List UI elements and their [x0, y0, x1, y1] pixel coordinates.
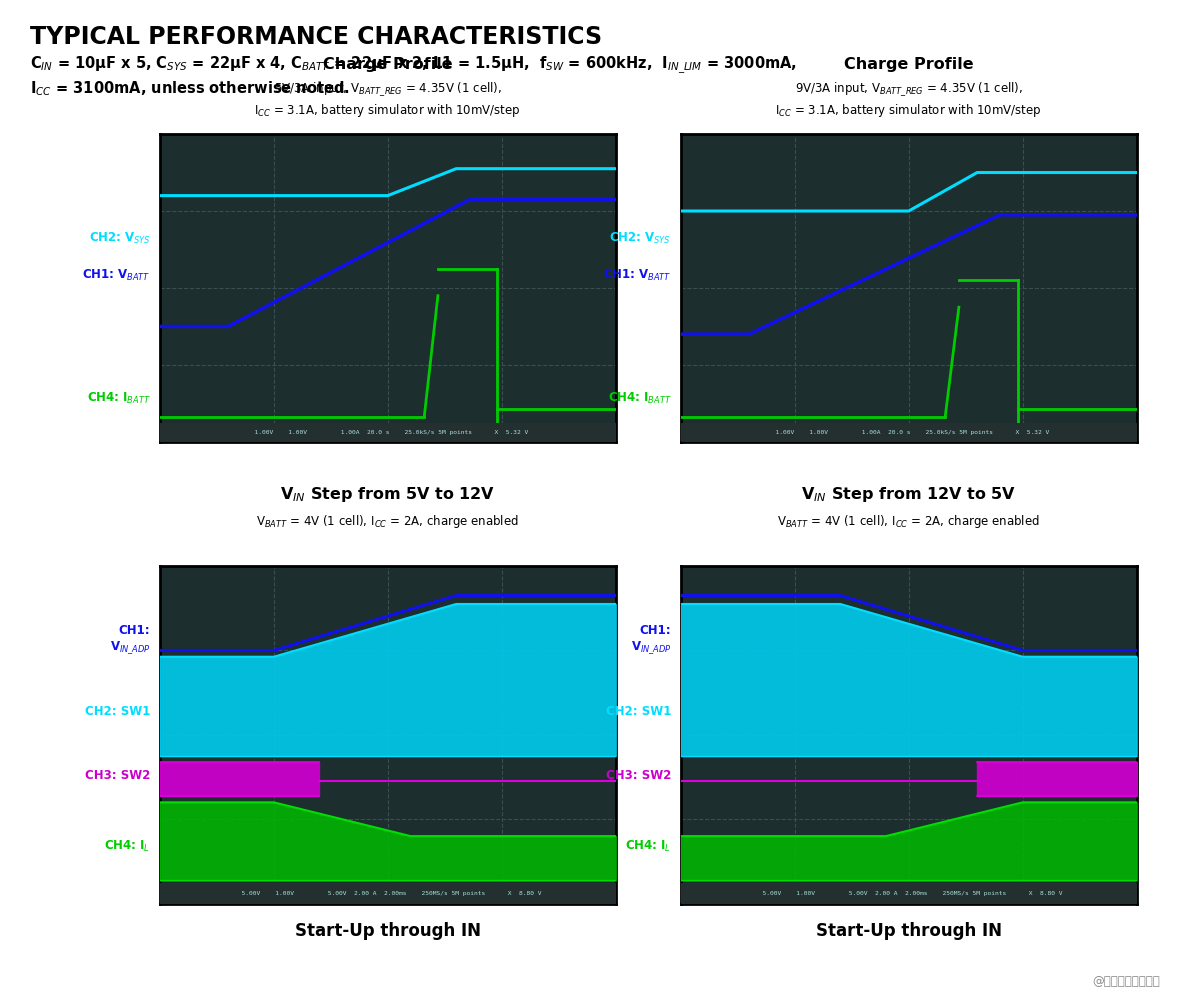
Text: CH2: V$_{SYS}$: CH2: V$_{SYS}$ — [610, 231, 671, 246]
Text: 1.00V    1.00V         1.00A  20.0 s    25.0kS/s 5M points      X  5.32 V: 1.00V 1.00V 1.00A 20.0 s 25.0kS/s 5M poi… — [247, 430, 528, 435]
Text: I$_{CC}$ = 3100mA, unless otherwise noted.: I$_{CC}$ = 3100mA, unless otherwise note… — [30, 79, 349, 98]
Text: 5.00V    1.00V         5.00V  2.00 A  2.00ms    250MS/s 5M points      X  8.80 V: 5.00V 1.00V 5.00V 2.00 A 2.00ms 250MS/s … — [755, 891, 1062, 896]
Text: V$_{IN}$ Step from 12V to 5V: V$_{IN}$ Step from 12V to 5V — [802, 486, 1016, 504]
Text: Charge Profile: Charge Profile — [844, 58, 973, 72]
Text: V$_{BATT}$ = 4V (1 cell), I$_{CC}$ = 2A, charge enabled: V$_{BATT}$ = 4V (1 cell), I$_{CC}$ = 2A,… — [257, 513, 519, 530]
Text: CH4: I$_{BATT}$: CH4: I$_{BATT}$ — [86, 391, 150, 406]
Text: CH4: I$_{L}$: CH4: I$_{L}$ — [625, 839, 671, 854]
Bar — [160, 423, 616, 442]
Bar — [681, 883, 1137, 904]
Text: @稿山踢金技术社区: @稿山踢金技术社区 — [1093, 975, 1160, 988]
Bar — [160, 883, 616, 904]
Text: CH2: V$_{SYS}$: CH2: V$_{SYS}$ — [89, 231, 150, 246]
Text: CH4: I$_{BATT}$: CH4: I$_{BATT}$ — [607, 391, 671, 406]
Text: V$_{BATT}$ = 4V (1 cell), I$_{CC}$ = 2A, charge enabled: V$_{BATT}$ = 4V (1 cell), I$_{CC}$ = 2A,… — [778, 513, 1040, 530]
Text: 5V/3A input, V$_{BATT\_REG}$ = 4.35V (1 cell),: 5V/3A input, V$_{BATT\_REG}$ = 4.35V (1 … — [274, 80, 502, 98]
Text: Start-Up through IN: Start-Up through IN — [816, 922, 1002, 939]
Text: CH3: SW2: CH3: SW2 — [85, 769, 150, 781]
Text: 1.00V    1.00V         1.00A  20.0 s    25.0kS/s 5M points      X  5.32 V: 1.00V 1.00V 1.00A 20.0 s 25.0kS/s 5M poi… — [768, 430, 1049, 435]
Text: CH4: I$_{L}$: CH4: I$_{L}$ — [104, 839, 150, 854]
Text: Charge Profile: Charge Profile — [323, 58, 452, 72]
Text: CH2: SW1: CH2: SW1 — [85, 705, 150, 718]
Text: 5.00V    1.00V         5.00V  2.00 A  2.00ms    250MS/s 5M points      X  8.80 V: 5.00V 1.00V 5.00V 2.00 A 2.00ms 250MS/s … — [234, 891, 541, 896]
Text: CH3: SW2: CH3: SW2 — [606, 769, 671, 781]
Text: I$_{CC}$ = 3.1A, battery simulator with 10mV/step: I$_{CC}$ = 3.1A, battery simulator with … — [255, 102, 521, 119]
Text: CH1:
V$_{IN\_ADP}$: CH1: V$_{IN\_ADP}$ — [631, 625, 671, 656]
Text: I$_{CC}$ = 3.1A, battery simulator with 10mV/step: I$_{CC}$ = 3.1A, battery simulator with … — [776, 102, 1042, 119]
Text: CH1: V$_{BATT}$: CH1: V$_{BATT}$ — [603, 268, 671, 283]
Text: CH2: SW1: CH2: SW1 — [606, 705, 671, 718]
Text: C$_{IN}$ = 10μF x 5, C$_{SYS}$ = 22μF x 4, C$_{BATT}$ = 22μF x 2, L1 = 1.5μH,  f: C$_{IN}$ = 10μF x 5, C$_{SYS}$ = 22μF x … — [30, 55, 797, 75]
Text: V$_{IN}$ Step from 5V to 12V: V$_{IN}$ Step from 5V to 12V — [281, 486, 495, 504]
Text: 9V/3A input, V$_{BATT\_REG}$ = 4.35V (1 cell),: 9V/3A input, V$_{BATT\_REG}$ = 4.35V (1 … — [794, 80, 1023, 98]
Bar — [681, 423, 1137, 442]
Text: CH1:
V$_{IN\_ADP}$: CH1: V$_{IN\_ADP}$ — [110, 625, 150, 656]
Text: Start-Up through IN: Start-Up through IN — [295, 922, 481, 939]
Text: TYPICAL PERFORMANCE CHARACTERISTICS: TYPICAL PERFORMANCE CHARACTERISTICS — [30, 25, 601, 49]
Text: CH1: V$_{BATT}$: CH1: V$_{BATT}$ — [82, 268, 150, 283]
